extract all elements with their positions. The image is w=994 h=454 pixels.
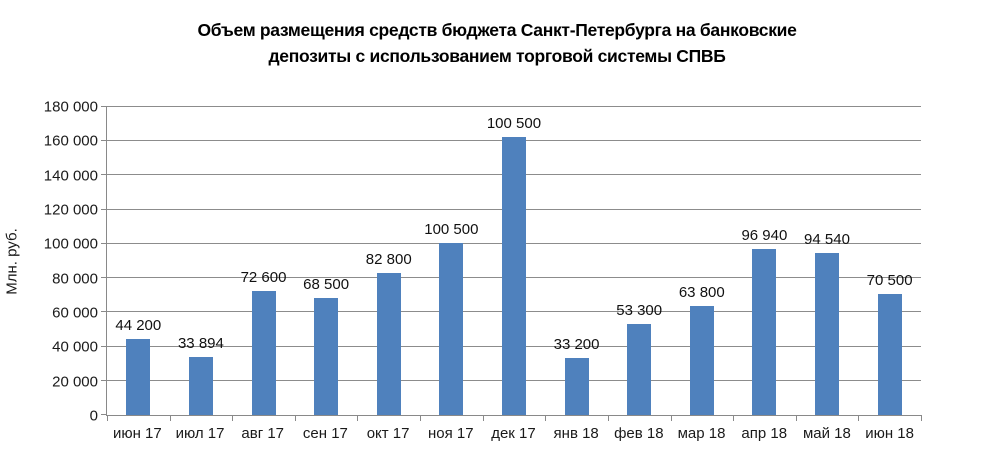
x-axis-tick-mark [670,415,672,421]
y-tick-label: 0 [89,407,98,425]
chart-title-line-1: Объем размещения средств бюджета Санкт-П… [197,20,797,40]
y-tick-label: 160 000 [43,132,98,150]
bar-5 [376,273,401,415]
x-tick-label: июн 18 [865,425,914,442]
bar-10 [689,305,714,415]
bar-slot: 100 500 [420,107,483,415]
bar-slot: 70 500 [858,107,921,415]
x-tick-label: июл 17 [175,425,225,442]
x-axis-tick-mark [858,415,860,421]
x-tick-label: янв 18 [553,425,599,442]
plot-area: 44 200 33 894 72 600 68 500 82 800 100 500 100… [101,106,922,421]
chart-title: Объем размещения средств бюджета Санкт-П… [0,17,994,69]
x-tick-label: сен 17 [302,425,348,442]
bar-slot: 53 300 [608,107,671,415]
bar-value-label: 63 800 [678,283,725,301]
x-axis-tick-mark [545,415,547,421]
bar-3 [251,290,276,415]
x-axis-tick-mark [795,415,797,421]
bar-4 [314,297,339,415]
x-axis-tick-mark [482,415,484,421]
x-tick-label: дек 17 [491,425,536,442]
x-tick-label: окт 17 [366,425,410,442]
bar-8 [564,358,589,415]
bar-9 [627,323,652,415]
bar-13 [877,294,902,415]
y-tick-label: 120 000 [43,201,98,219]
x-axis-tick-mark [733,415,735,421]
x-axis-tick-mark [921,415,922,421]
bar-1 [126,339,151,415]
x-axis-tick-labels: июн 17 июл 17 авг 17 сен 17 окт 17 ноя 17 дек … [106,425,921,442]
y-tick-label: 80 000 [52,270,98,288]
y-axis-tick-mark [101,311,107,313]
bar-value-label: 68 500 [303,275,350,293]
bar-6 [439,243,464,415]
x-axis-tick-mark [420,415,422,421]
y-axis-tick-mark [101,174,107,176]
bar-12 [815,253,839,415]
chart-title-line-2: депозиты с использованием торговой систе… [268,46,726,66]
y-tick-label: 40 000 [52,338,98,356]
bar-value-label: 96 940 [741,227,788,245]
bar-2 [188,357,213,415]
y-axis-tick-mark [101,277,107,279]
bar-value-label: 100 500 [486,114,542,132]
x-tick-label: май 18 [802,425,851,442]
bar-slot: 96 940 [733,107,796,415]
y-axis-tick-mark [101,379,107,381]
y-axis-tick-labels: 0 20 000 40 000 60 000 80 000 100 000 120 000 1… [0,99,98,425]
y-axis-tick-mark [101,106,107,107]
gridline [107,106,921,107]
bar-value-label: 33 894 [177,335,224,353]
x-tick-label: фев 18 [614,425,664,442]
bar-value-label: 70 500 [866,272,913,290]
bar-slot: 82 800 [357,107,420,415]
bar-series: 44 200 33 894 72 600 68 500 82 800 100 500 100… [107,107,921,415]
x-tick-label: мар 18 [677,425,726,442]
x-axis-tick-mark [232,415,234,421]
bar-slot: 72 600 [232,107,295,415]
bar-slot: 94 540 [796,107,859,415]
x-tick-label: июн 17 [112,425,162,442]
bar-value-label: 44 200 [115,317,162,335]
x-tick-label: апр 18 [741,425,788,442]
bar-value-label: 100 500 [424,221,479,239]
x-axis-tick-mark [107,415,108,421]
y-tick-label: 100 000 [43,235,98,253]
y-axis-tick-mark [101,242,107,244]
bar-slot: 100 500 [483,107,546,415]
bar-7 [501,136,526,415]
x-tick-label: ноя 17 [427,425,474,442]
y-axis-tick-mark [101,345,107,347]
x-axis-tick-mark [294,415,296,421]
x-axis-tick-mark [607,415,609,421]
bar-slot: 44 200 [107,107,170,415]
y-tick-label: 180 000 [43,98,98,116]
bar-value-label: 53 300 [616,301,663,319]
bar-11 [752,249,777,415]
bar-slot: 33 894 [170,107,233,415]
y-tick-label: 140 000 [43,167,98,185]
bar-value-label: 94 540 [804,231,850,249]
y-axis-tick-mark [101,140,107,142]
y-axis-tick-mark [101,208,107,210]
bar-value-label: 82 800 [365,251,412,269]
y-axis-tick-mark [101,414,107,415]
bar-slot: 63 800 [670,107,733,415]
bar-value-label: 33 200 [553,336,600,354]
y-tick-label: 60 000 [52,304,98,322]
x-tick-label: авг 17 [241,425,285,442]
bar-slot: 33 200 [545,107,608,415]
x-axis-tick-mark [357,415,359,421]
bar-slot: 68 500 [295,107,358,415]
y-tick-label: 20 000 [52,373,98,391]
x-axis-tick-mark [169,415,171,421]
bar-value-label: 72 600 [240,268,287,286]
